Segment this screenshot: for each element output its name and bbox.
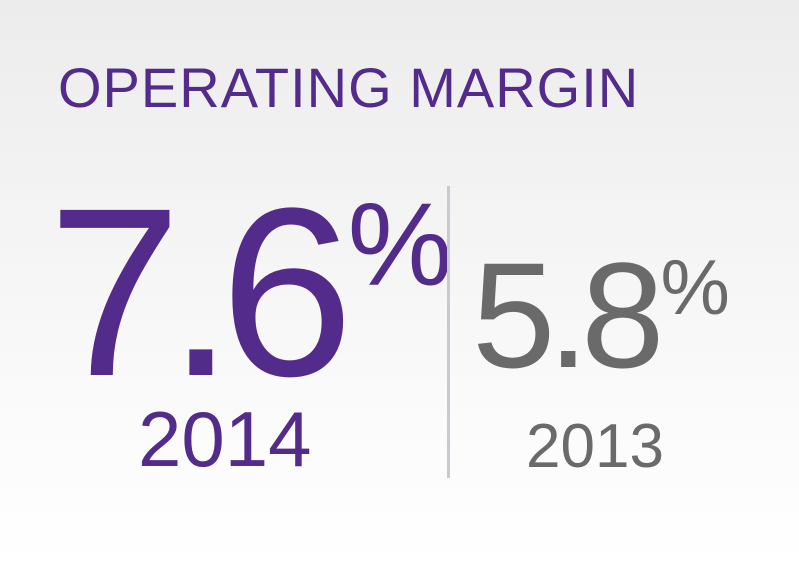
page-title: OPERATING MARGIN (58, 56, 640, 119)
current-margin-value: 7.6% (48, 172, 453, 412)
current-margin-percent-sign: % (347, 179, 453, 311)
column-divider (447, 186, 450, 478)
previous-margin-percent-sign: % (660, 243, 730, 331)
current-year-label: 2014 (138, 395, 312, 483)
previous-margin-value: 5.8% (472, 240, 730, 390)
previous-margin-number: 5.8 (472, 231, 665, 399)
current-margin-number: 7.6 (48, 158, 354, 426)
previous-year-label: 2013 (526, 412, 664, 481)
